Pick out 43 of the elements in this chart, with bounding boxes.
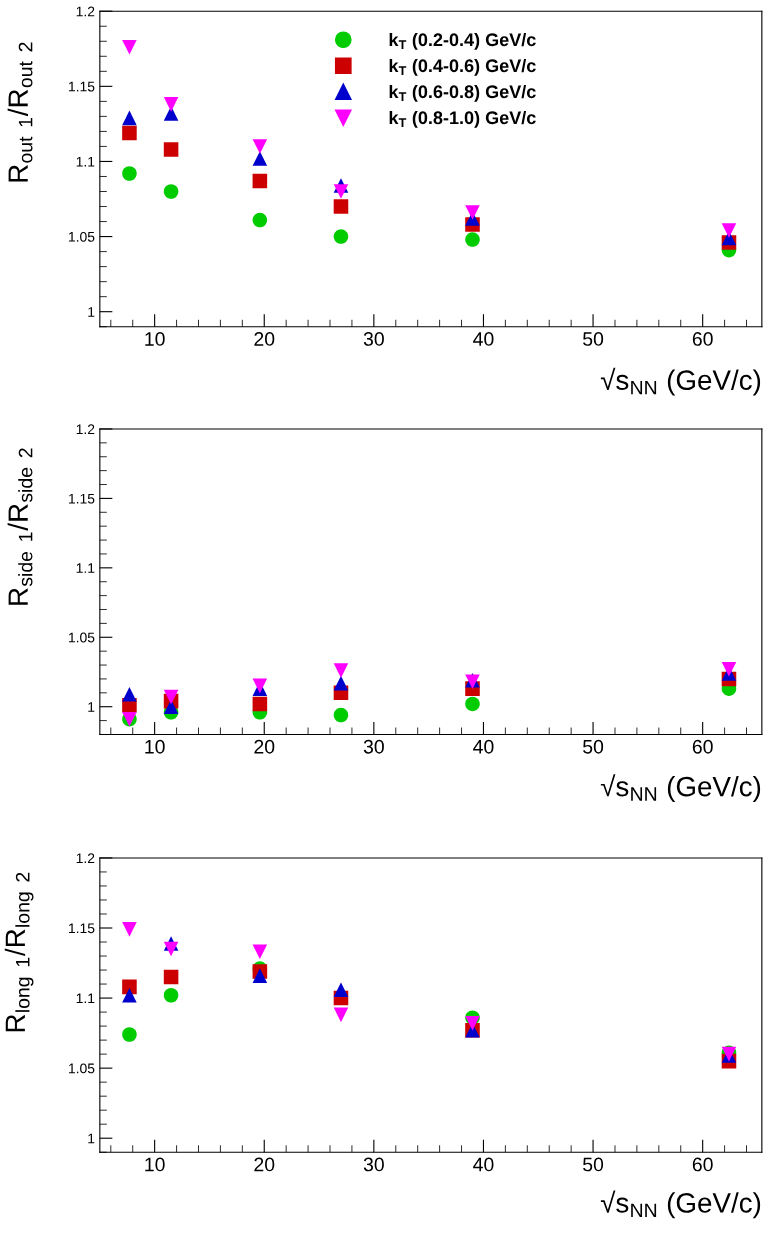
- x-tick-label: 30: [363, 1157, 384, 1172]
- y-tick-label: 1.1: [76, 993, 95, 1004]
- x-tick-label: 40: [473, 739, 494, 754]
- y-tick-label: 1.2: [76, 6, 95, 17]
- y-tick-label: 1.2: [76, 424, 95, 434]
- y-tick-label: 1.2: [76, 853, 95, 863]
- x-axis-title: √s$_{NN}$ (GeV/c): [600, 1190, 761, 1219]
- x-axis-title: √s$_{NN}$ (GeV/c): [600, 367, 761, 396]
- y-tick-label: 1.05: [69, 1063, 95, 1074]
- x-tick-label: 60: [692, 332, 713, 346]
- x-axis-title: √s$_{NN}$ (GeV/c): [600, 774, 761, 802]
- x-tick-label: 30: [363, 739, 384, 754]
- x-tick-label: 20: [254, 739, 275, 754]
- x-tick-label: 60: [692, 1157, 713, 1172]
- y-tick-label: 1.05: [69, 231, 95, 242]
- x-tick-label: 50: [583, 739, 604, 754]
- legend-label: k$_{T}$ (0.2-0.4) GeV/c: [389, 32, 536, 50]
- y-tick-label: 1.15: [69, 493, 95, 504]
- y-tick-label: 1: [88, 307, 95, 317]
- y-axis-title: R$_{side 1}$/R$_{side 2}$: [7, 448, 33, 605]
- x-tick-label: 20: [254, 332, 275, 346]
- x-tick-label: 10: [145, 1157, 165, 1172]
- x-tick-label: 30: [363, 332, 384, 346]
- y-axis-title: R$_{long 1}$/R$_{long 2}$: [4, 872, 34, 1032]
- legend-label: k$_{T}$ (0.4-0.6) GeV/c: [389, 58, 536, 76]
- y-tick-label: 1.15: [69, 923, 95, 934]
- y-tick-label: 1: [88, 702, 95, 712]
- legend-label: k$_{T}$ (0.8-1.0) GeV/c: [389, 110, 536, 128]
- x-tick-label: 60: [692, 739, 713, 754]
- y-axis-title: R$_{out 1}$/R$_{out 2}$: [7, 42, 33, 182]
- y-tick-label: 1.15: [69, 81, 95, 92]
- x-tick-label: 20: [254, 1157, 275, 1172]
- x-tick-label: 40: [473, 1157, 494, 1172]
- y-tick-label: 1.1: [76, 563, 95, 573]
- x-tick-label: 40: [473, 332, 494, 346]
- y-tick-label: 1.05: [69, 632, 95, 643]
- legend-label: k$_{T}$ (0.6-0.8) GeV/c: [389, 84, 536, 102]
- x-tick-label: 50: [583, 1157, 604, 1172]
- y-tick-label: 1: [88, 1133, 95, 1144]
- x-tick-label: 10: [145, 739, 165, 754]
- x-tick-label: 10: [145, 332, 165, 346]
- x-tick-label: 50: [583, 332, 604, 346]
- y-tick-label: 1.1: [76, 156, 95, 167]
